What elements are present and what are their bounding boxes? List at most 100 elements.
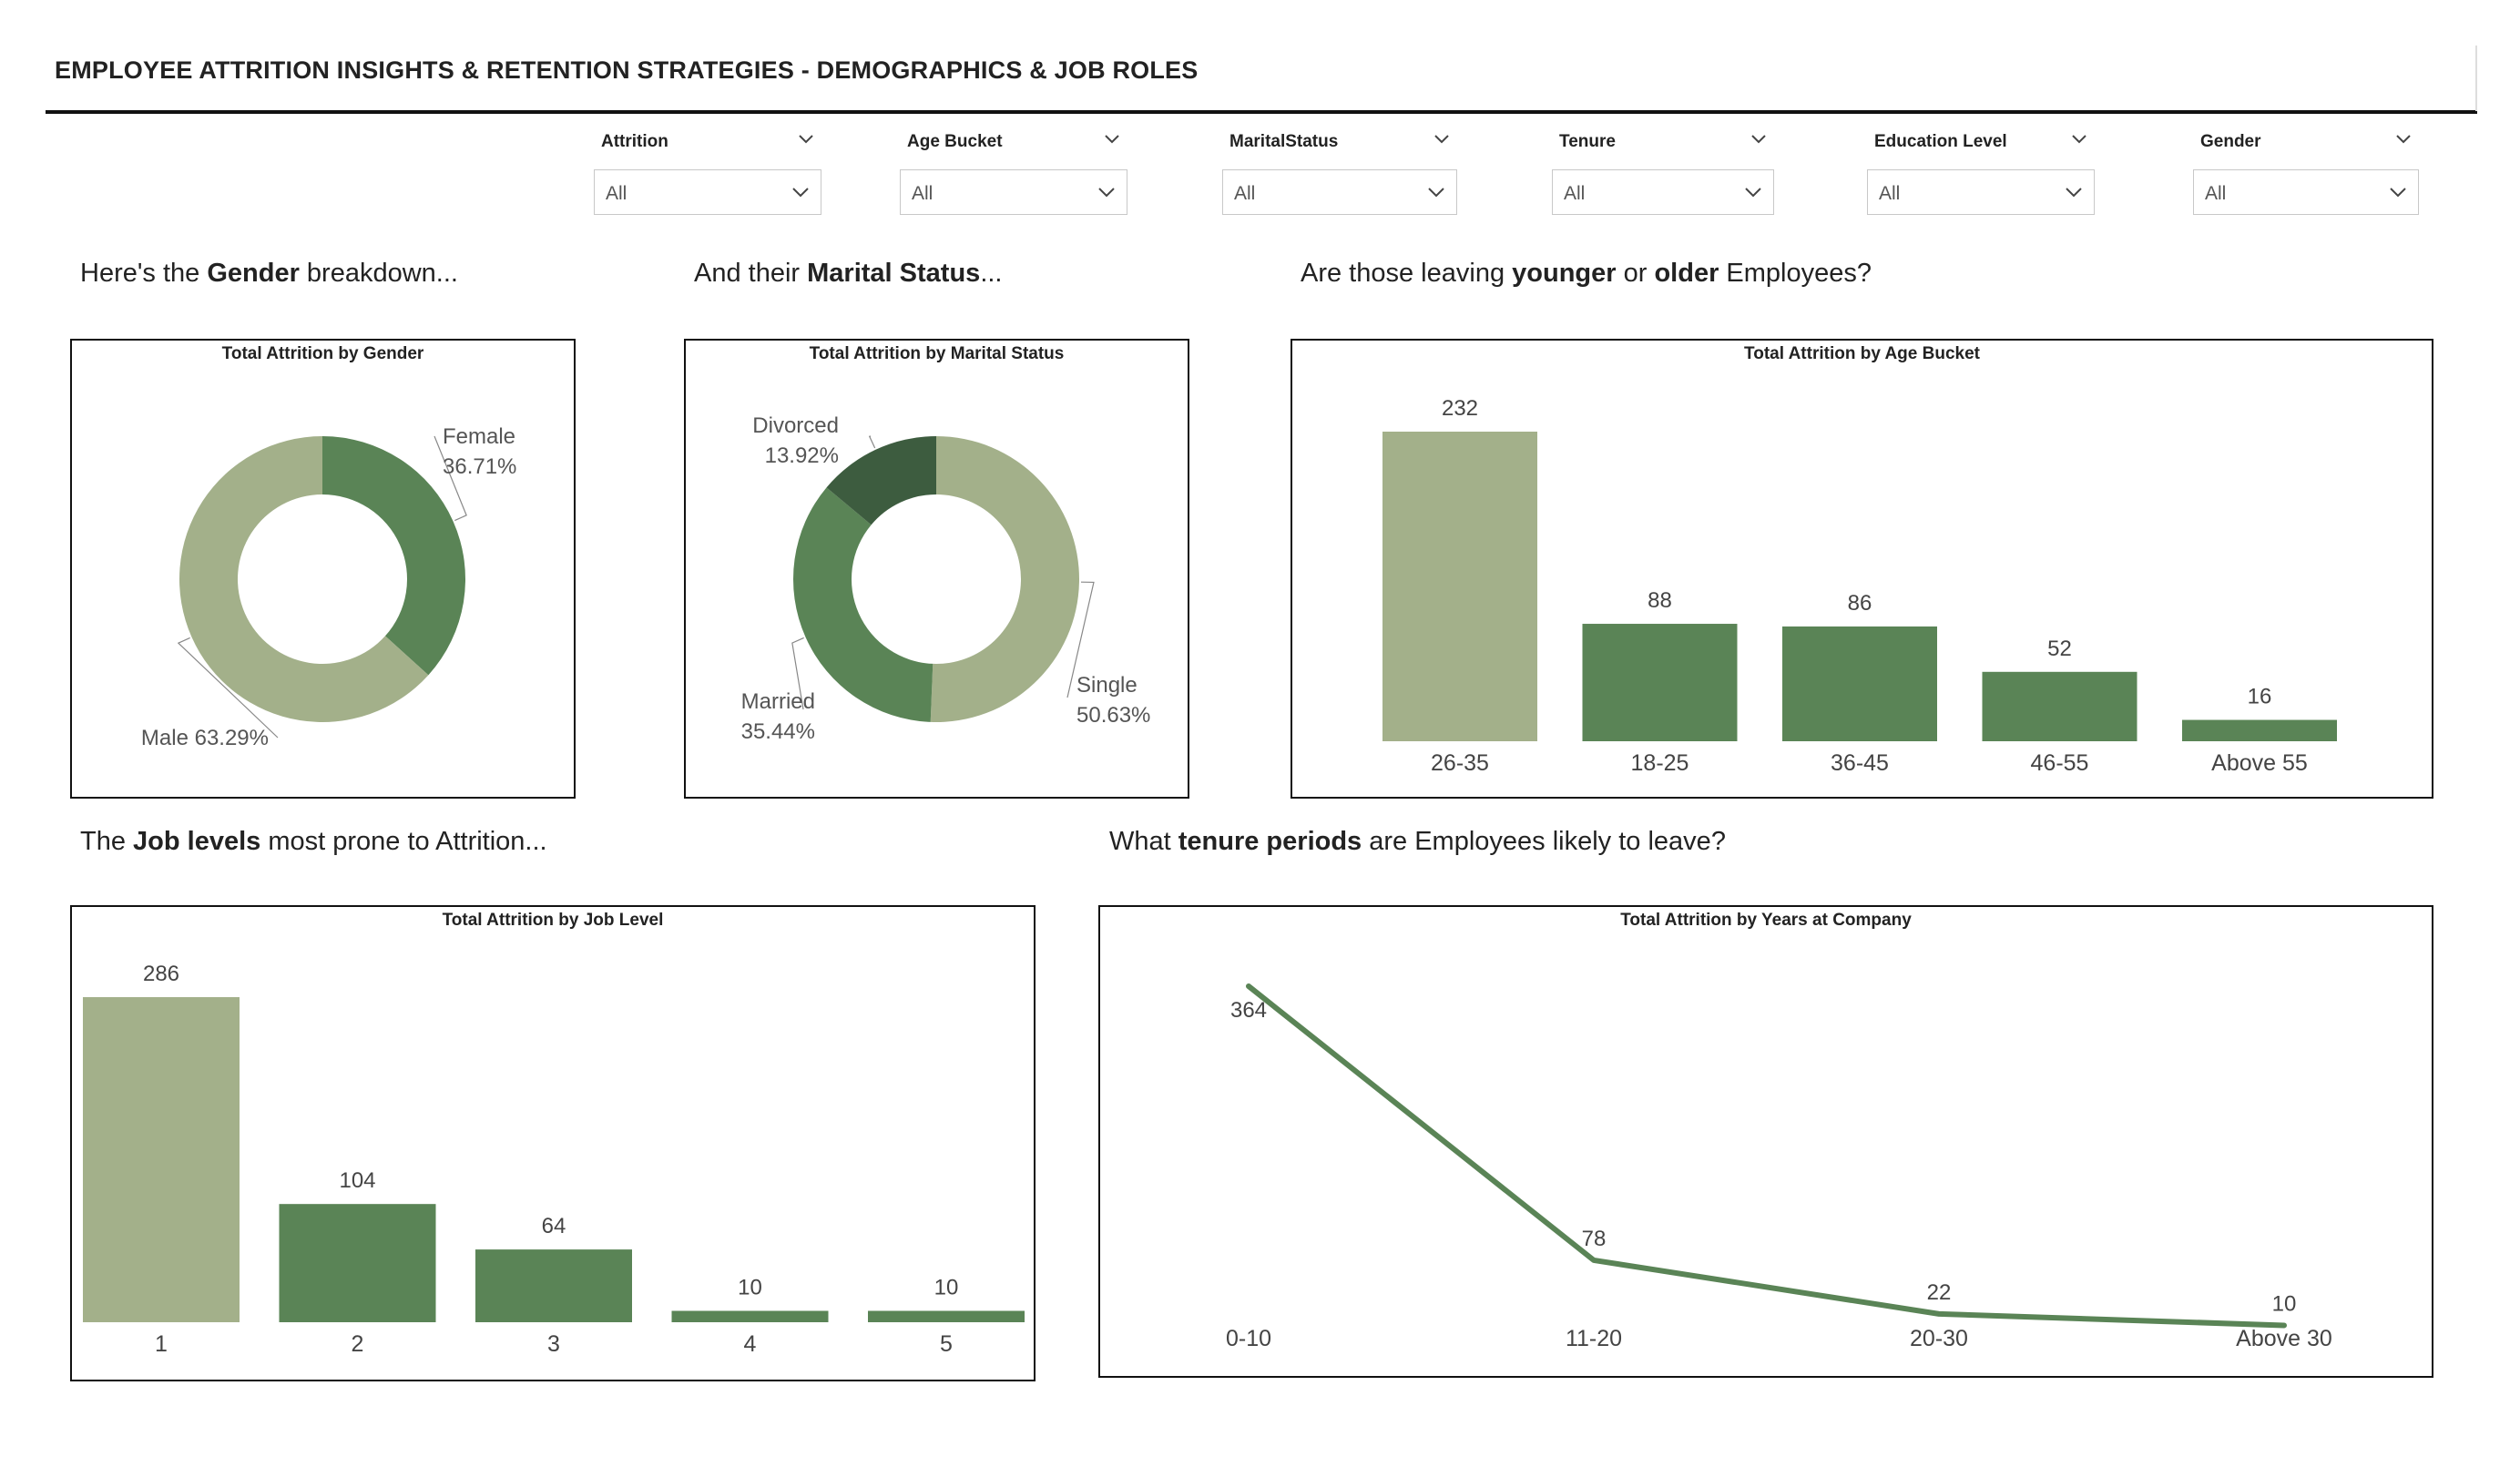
chevron-down-icon[interactable] — [2069, 129, 2089, 149]
slicer-dropdown[interactable]: All — [2193, 169, 2419, 215]
data-label: 64 — [542, 1214, 566, 1238]
chart-title: Total Attrition by Job Level — [442, 911, 664, 930]
chart-job-level: Total Attrition by Job Level 286 1 104 2 64 3… — [70, 905, 1036, 1381]
slice-value-divorced: 13.92% — [765, 443, 839, 468]
caption-gender: Here's the Gender breakdown... — [80, 259, 458, 288]
years-line-chart: 364 0-10 78 11-20 22 20-30 10 Above 30 — [1226, 983, 2332, 1351]
chevron-down-icon[interactable] — [2393, 129, 2413, 149]
chevron-down-icon[interactable] — [1432, 129, 1452, 149]
slicer-value: All — [606, 183, 627, 204]
bar — [868, 1310, 1025, 1322]
slice-value-married: 35.44% — [741, 719, 815, 744]
caption-marital: And their Marital Status... — [694, 259, 1003, 288]
data-label: 104 — [339, 1168, 375, 1193]
chart-title: Total Attrition by Years at Company — [1620, 911, 1912, 930]
data-label: 16 — [2248, 685, 2272, 709]
slicer-value: All — [1234, 183, 1256, 204]
x-tick-label: Above 30 — [2236, 1326, 2332, 1351]
slice-value-female: 36.71% — [443, 454, 516, 479]
bar — [2182, 719, 2337, 741]
data-label: 364 — [1230, 998, 1267, 1023]
chevron-down-icon — [1745, 188, 1761, 198]
data-label: 10 — [738, 1276, 762, 1300]
marital-donut: Single 50.63% Married 35.44% Divorced 13.92% — [741, 413, 1151, 744]
bar — [671, 1310, 829, 1322]
slice-label-male: Male 63.29% — [141, 726, 269, 750]
data-label: 232 — [1442, 396, 1478, 421]
x-tick-label: 0-10 — [1226, 1326, 1271, 1351]
slicer-dropdown[interactable]: All — [1552, 169, 1774, 215]
chevron-down-icon — [2066, 188, 2082, 198]
x-tick-label: 1 — [155, 1331, 168, 1357]
leader-line-divorced — [868, 435, 876, 449]
x-tick-label: 18-25 — [1631, 750, 1689, 776]
slice-value-single: 50.63% — [1076, 703, 1150, 728]
x-tick-label: 26-35 — [1431, 750, 1489, 776]
chart-gender: Total Attrition by Gender Female 36.71% Ma… — [70, 339, 576, 799]
data-label: 86 — [1848, 591, 1872, 616]
slice-married — [793, 487, 934, 722]
leader-line-female — [434, 435, 467, 522]
title-divider — [46, 110, 2477, 114]
slice-divorced — [826, 436, 936, 525]
x-tick-label: 46-55 — [2031, 750, 2089, 776]
title-edge — [2475, 46, 2477, 111]
slicer-label: Gender — [2200, 132, 2261, 151]
chevron-down-icon — [1428, 188, 1444, 198]
data-label: 286 — [143, 962, 179, 986]
slicer-dropdown[interactable]: All — [1222, 169, 1457, 215]
data-label: 10 — [2272, 1291, 2297, 1316]
slicer-label: Attrition — [601, 132, 668, 151]
leader-line-married — [791, 637, 804, 710]
slicer-value: All — [912, 183, 934, 204]
chevron-down-icon — [1098, 188, 1115, 198]
x-tick-label: 36-45 — [1831, 750, 1889, 776]
x-tick-label: 3 — [547, 1331, 560, 1357]
data-label: 22 — [1927, 1280, 1952, 1305]
gender-donut: Female 36.71% Male 63.29% — [141, 424, 517, 750]
caption-tenure: What tenure periods are Employees likely… — [1109, 827, 1726, 856]
chevron-down-icon[interactable] — [1102, 129, 1122, 149]
bar — [1982, 671, 2137, 741]
chart-years-at-company: Total Attrition by Years at Company 364 0… — [1098, 905, 2433, 1378]
x-tick-label: Above 55 — [2211, 750, 2308, 776]
slice-label-female: Female — [443, 424, 515, 449]
x-tick-label: 4 — [744, 1331, 757, 1357]
slice-label-divorced: Divorced — [752, 413, 839, 438]
chart-title: Total Attrition by Age Bucket — [1744, 344, 1980, 363]
data-label: 78 — [1582, 1227, 1607, 1251]
bar — [279, 1204, 436, 1322]
slicer-value: All — [2205, 183, 2227, 204]
leader-line-single — [1066, 581, 1095, 698]
x-tick-label: 11-20 — [1566, 1326, 1622, 1351]
slice-male — [179, 436, 429, 722]
bar — [83, 997, 240, 1322]
series-line — [1246, 983, 2287, 1329]
chart-marital-status: Total Attrition by Marital Status Single… — [684, 339, 1189, 799]
x-tick-label: 5 — [940, 1331, 953, 1357]
slicer-dropdown[interactable]: All — [900, 169, 1127, 215]
chevron-down-icon[interactable] — [1749, 129, 1769, 149]
caption-job-level: The Job levels most prone to Attrition..… — [80, 827, 547, 856]
slicer-dropdown[interactable]: All — [1867, 169, 2095, 215]
leader-line-male — [177, 637, 279, 739]
data-label: 10 — [934, 1276, 959, 1300]
slicer-label: Age Bucket — [907, 132, 1003, 151]
slicer-dropdown[interactable]: All — [594, 169, 821, 215]
slicer-value: All — [1564, 183, 1586, 204]
chevron-down-icon — [792, 188, 809, 198]
slice-single — [930, 436, 1079, 722]
chevron-down-icon[interactable] — [796, 129, 816, 149]
bar — [1382, 432, 1537, 741]
x-tick-label: 2 — [352, 1331, 364, 1357]
page-title: EMPLOYEE ATTRITION INSIGHTS & RETENTION … — [55, 56, 1199, 84]
data-label: 88 — [1648, 588, 1672, 613]
x-tick-label: 20-30 — [1910, 1326, 1968, 1351]
bar — [1582, 624, 1738, 741]
slicer-value: All — [1879, 183, 1901, 204]
data-label: 52 — [2047, 637, 2072, 661]
slicer-label: MaritalStatus — [1229, 132, 1339, 151]
chart-title: Total Attrition by Gender — [221, 344, 424, 363]
slice-label-married: Married — [741, 689, 815, 714]
